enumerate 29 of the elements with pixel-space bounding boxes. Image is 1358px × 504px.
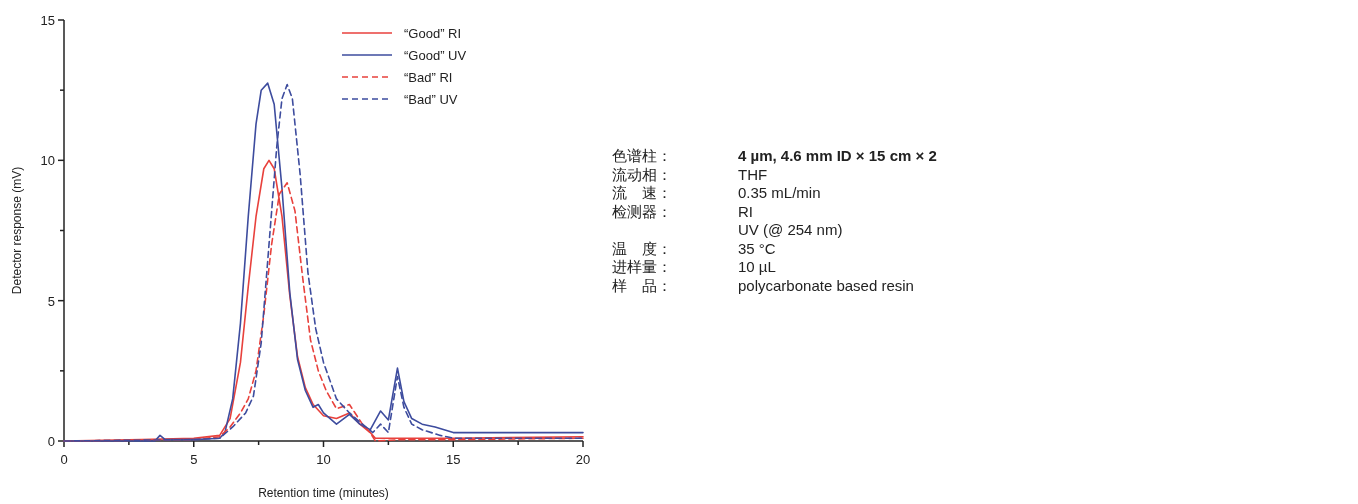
- x-tick-label: 5: [190, 452, 198, 467]
- y-axis-title: Detector response (mV): [10, 166, 24, 295]
- text: 样 品：: [612, 276, 672, 294]
- text: 4 µm, 4.6 mm ID × 15 cm × 2: [738, 147, 937, 164]
- text: 10 µL: [738, 258, 776, 275]
- x-tick-label: 0: [60, 452, 68, 467]
- legend-label: “Good” RI: [404, 26, 462, 41]
- text: 检测器：: [612, 202, 672, 220]
- x-tick-label: 10: [316, 452, 331, 467]
- text: 0.35 mL/min: [738, 184, 821, 201]
- y-tick-label: 10: [40, 153, 55, 169]
- y-tick-label: 5: [47, 293, 55, 309]
- text: 35 °C: [738, 239, 776, 257]
- text: 进样量：: [612, 258, 672, 275]
- x-tick-label: 15: [446, 452, 461, 467]
- text: 流 速：: [612, 184, 672, 201]
- x-axis-title: Retention time (minutes): [258, 486, 389, 500]
- text: THF: [738, 165, 768, 183]
- text: RI UV (@ 254 nm): [738, 202, 843, 238]
- y-tick-label: 0: [47, 434, 55, 449]
- legend-label: “Good” UV: [404, 48, 467, 63]
- text: 温 度：: [612, 239, 672, 257]
- text: polycarbonate based resin: [738, 276, 914, 294]
- x-tick-label: 20: [575, 452, 591, 467]
- legend-label: “Bad” UV: [404, 92, 458, 107]
- text: 流动相：: [612, 165, 672, 183]
- legend-label: “Bad” RI: [404, 70, 453, 85]
- y-tick-label: 15: [40, 13, 55, 28]
- text: 色谱柱：: [612, 147, 672, 164]
